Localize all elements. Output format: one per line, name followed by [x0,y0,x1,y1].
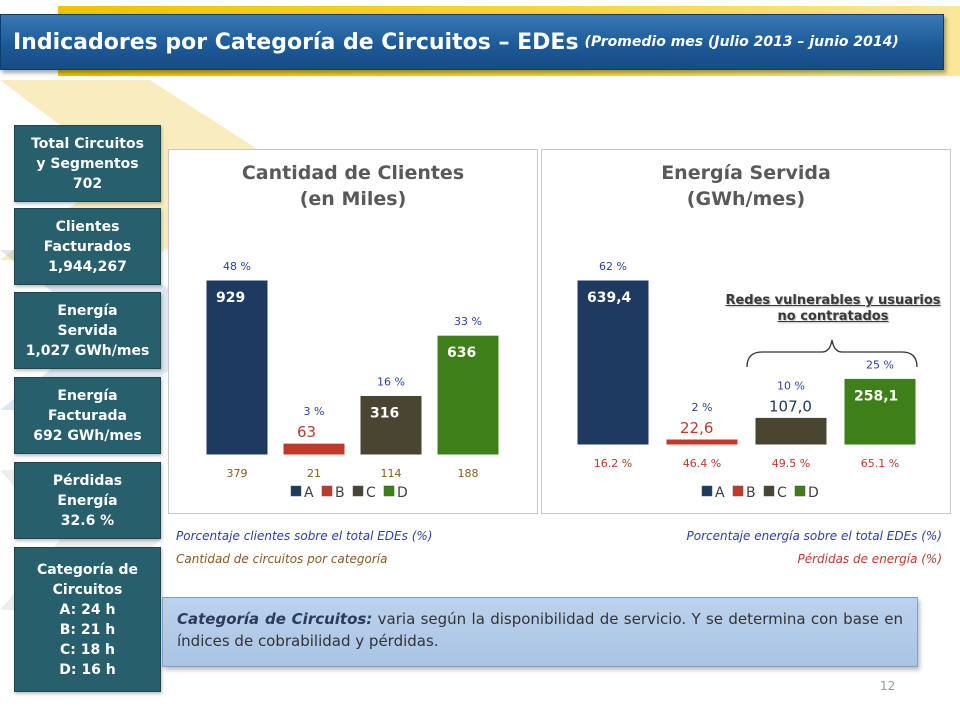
page-subtitle: (Promedio mes (Julio 2013 – junio 2014) [584,34,899,50]
energy-losses-value: 32.6 % [60,512,115,529]
energy-served-line2: Servida [57,322,118,339]
category-d-hours: D: 16 h [59,661,116,678]
total-circuits-box: Total Circuitos y Segmentos 702 [14,125,161,202]
energy-losses-line1: Pérdidas [52,472,123,489]
below-label-a: 16.2 % [594,457,632,470]
category-c-hours: C: 18 h [59,641,116,658]
below-label-b: 21 [307,467,321,480]
legend-label-a: A [715,485,725,501]
total-circuits-line1: Total Circuitos [31,135,144,152]
energy-chart-title: Energía Servida [661,162,831,184]
bar-a [576,279,650,446]
billed-clients-value: 1,944,267 [48,258,127,275]
note-circuit-count: Cantidad de circuitos por categoría [176,552,388,566]
percent-label-d: 33 % [454,315,482,328]
circuit-categories-title1: Categoría de [36,561,139,578]
below-label-c: 114 [381,467,402,480]
energy-chart-panel: Energía Servida (GWh/mes) 639,4 62 % 16.2 … [541,149,951,514]
percent-label-b: 3 % [304,405,325,418]
bar-a [205,279,269,456]
energy-billed-value: 692 GWh/mes [33,427,142,444]
annotation-line1: Redes vulnerables y usuarios [725,293,941,308]
callout-text: varia según la disponibilidad de servici… [177,610,904,650]
note-energy-share: Porcentaje energía sobre el total EDEs (… [686,529,942,543]
bar-value-label-d: 636 [447,345,476,361]
energy-bar-chart: 639,4 62 % 16.2 % 22,6 2 % 46.4 % 107,0 10 % 49.… [576,260,917,501]
legend-swatch-d [383,485,395,497]
bar-value-label-b: 22,6 [680,419,713,437]
legend-label-b: B [746,485,756,501]
bar-b [665,438,739,446]
bar-d [843,377,917,446]
legend-label-d: D [397,485,408,501]
legend-swatch-a [290,485,302,497]
energy-served-box: Energía Servida 1,027 GWh/mes [14,292,161,369]
below-label-c: 49.5 % [772,457,810,470]
bar-value-label-c: 316 [370,405,399,421]
below-label-b: 46.4 % [683,457,721,470]
page-title: Indicadores por Categoría de Circuitos –… [13,29,579,55]
percent-label-b: 2 % [692,401,713,414]
clients-chart-title: Cantidad de Clientes [241,162,465,184]
energy-billed-line1: Energía [57,387,118,404]
bar-d [436,334,500,456]
total-circuits-value: 702 [72,175,103,192]
bar-b [282,442,346,456]
legend-label-b: B [335,485,345,501]
percent-label-c: 16 % [377,375,405,388]
legend-swatch-c [763,485,775,497]
note-energy-losses: Pérdidas de energía (%) [797,552,942,566]
clients-chart-subtitle: (en Miles) [299,188,407,210]
legend-label-d: D [808,485,819,501]
note-client-share: Porcentaje clientes sobre el total EDEs … [176,529,433,543]
circuit-categories-box: Categoría de Circuitos A: 24 h B: 21 h C… [14,547,161,692]
percent-label-c: 10 % [777,379,805,392]
percent-label-d: 25 % [866,358,894,371]
billed-clients-line1: Clientes [55,218,120,235]
energy-served-value: 1,027 GWh/mes [25,342,150,359]
legend-swatch-b [321,485,333,497]
circuit-categories-title2: Circuitos [52,581,123,598]
below-label-d: 188 [458,467,479,480]
legend-label-a: A [304,485,314,501]
bar-value-label-d: 258,1 [854,388,898,404]
legend-swatch-a [701,485,713,497]
legend-swatch-d [794,485,806,497]
annotation-label: Redes vulnerables y usuarios no contrata… [725,293,941,325]
energy-chart-subtitle: (GWh/mes) [686,188,806,210]
annotation-line2: no contratados [777,309,889,324]
bar-value-label-a: 639,4 [587,290,632,306]
page-number: 12 [880,679,896,693]
callout-label: Categoría de Circuitos: [177,610,373,628]
percent-label-a: 62 % [599,260,627,273]
bar-value-label-c: 107,0 [769,397,812,415]
bar-c [359,394,423,456]
below-label-a: 379 [227,467,248,480]
bar-c [754,416,828,446]
legend-swatch-b [732,485,744,497]
total-circuits-line2: y Segmentos [36,155,139,172]
energy-billed-box: Energía Facturada 692 GWh/mes [14,377,161,454]
billed-clients-box: Clientes Facturados 1,944,267 [14,208,161,285]
category-a-hours: A: 24 h [59,601,116,618]
annotation-bracket [746,339,918,368]
category-definition-callout: Categoría de Circuitos: varia según la d… [162,597,918,667]
legend-label-c: C [366,485,376,501]
percent-label-a: 48 % [223,260,251,273]
bar-value-label-b: 63 [297,423,316,441]
energy-losses-box: Pérdidas Energía 32.6 % [14,462,161,539]
bar-value-label-a: 929 [216,290,245,306]
legend-swatch-c [352,485,364,497]
clients-chart-panel: Cantidad de Clientes (en Miles) 929 48 % 3… [168,149,538,514]
billed-clients-line2: Facturados [43,238,132,255]
below-label-d: 65.1 % [861,457,899,470]
header-banner: Indicadores por Categoría de Circuitos –… [0,14,944,70]
category-b-hours: B: 21 h [59,621,116,638]
energy-billed-line2: Facturada [48,407,127,424]
legend-label-c: C [777,485,787,501]
energy-served-line1: Energía [57,302,118,319]
clients-bar-chart: 929 48 % 379 63 3 % 21 316 16 % 114 636 33 % 188 A B C… [205,260,500,501]
energy-losses-line2: Energía [57,492,118,509]
